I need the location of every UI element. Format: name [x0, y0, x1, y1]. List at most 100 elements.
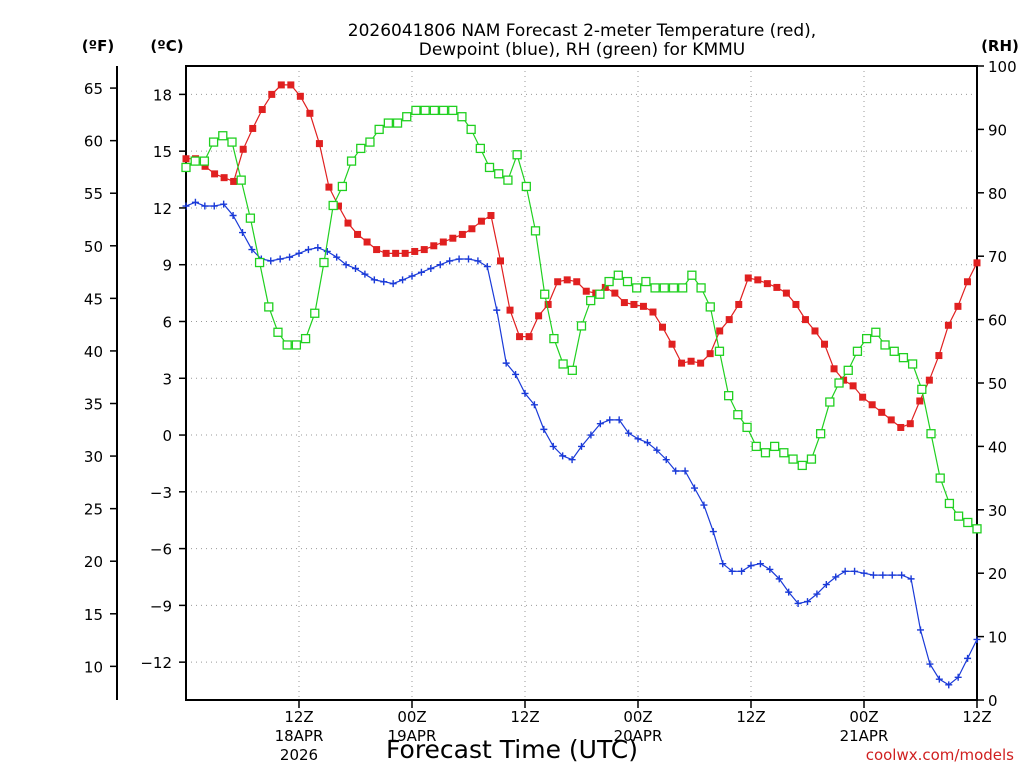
- 2-meter-temperature-point: [239, 145, 247, 153]
- dewpoint-point: [370, 276, 378, 284]
- 2-meter-temperature-point: [525, 333, 533, 341]
- 2-meter-temperature-point: [944, 321, 952, 329]
- dewpoint-point: [201, 202, 209, 210]
- rh-point: [273, 327, 283, 337]
- 2-meter-temperature-point: [563, 276, 571, 284]
- rh-point: [218, 131, 228, 141]
- dewpoint-point: [220, 200, 228, 208]
- dewpoint-point: [417, 268, 425, 276]
- dewpoint-point: [662, 456, 670, 464]
- dewpoint-point: [352, 265, 359, 273]
- dewpoint-point: [267, 257, 275, 265]
- 2-meter-temperature-point: [382, 249, 390, 257]
- 2-meter-temperature-point: [354, 230, 362, 238]
- rh-tick-label: 0: [988, 692, 998, 710]
- 2-meter-temperature-point: [792, 300, 800, 308]
- 2-meter-temperature-point: [535, 312, 543, 320]
- rh-point: [944, 498, 955, 509]
- 2-meter-temperature-point: [782, 289, 790, 297]
- rh-point: [558, 359, 568, 369]
- rh-line: [185, 109, 978, 530]
- 2-meter-temperature-point: [449, 234, 457, 242]
- 2-meter-temperature-point: [211, 170, 219, 178]
- dewpoint-point: [191, 198, 199, 206]
- dewpoint-point: [578, 442, 585, 450]
- rh-point: [760, 448, 771, 458]
- dewpoint-point: [304, 246, 312, 254]
- 2-meter-temperature-point: [544, 300, 552, 308]
- dewpoint-point: [945, 681, 953, 689]
- fahrenheit-tick-label: 45: [84, 290, 103, 308]
- rh-point: [540, 289, 550, 299]
- rh-point: [889, 346, 899, 356]
- dewpoint-point: [361, 270, 369, 278]
- dewpoint-point: [389, 280, 397, 288]
- 2-meter-temperature-point: [401, 249, 409, 257]
- dewpoint-point: [851, 567, 859, 575]
- dewpoint-point: [615, 416, 623, 424]
- dewpoint-point: [446, 257, 454, 265]
- dewpoint-point: [549, 442, 557, 450]
- celsius-tick-label: −6: [150, 541, 172, 559]
- rh-point: [567, 365, 577, 375]
- 2-meter-temperature-point: [744, 274, 752, 282]
- rh-point: [365, 137, 375, 147]
- dewpoint-point: [342, 261, 350, 269]
- 2-meter-temperature-point: [897, 423, 905, 431]
- chart-title-line2: Dewpoint (blue), RH (green) for KMMU: [419, 40, 746, 60]
- 2-meter-temperature-point: [411, 247, 419, 255]
- dewpoint-point: [766, 565, 774, 573]
- dewpoint-point: [822, 581, 830, 589]
- 2-meter-temperature-point: [506, 306, 514, 314]
- rh-point: [871, 327, 881, 337]
- 2-meter-temperature-point: [249, 124, 257, 132]
- rh-point: [714, 346, 725, 356]
- 2-meter-temperature-point: [258, 106, 266, 114]
- rh-point: [411, 105, 421, 116]
- grid-lines: [186, 66, 978, 700]
- 2-meter-temperature-point: [659, 323, 667, 331]
- dewpoint-point: [935, 675, 943, 683]
- dewpoint-point: [239, 229, 246, 237]
- 2-meter-temperature-point: [754, 276, 762, 284]
- rh-tick-label: 60: [988, 312, 1007, 330]
- dewpoint-point: [625, 429, 633, 437]
- rh-point: [668, 283, 679, 293]
- 2-meter-temperature-point: [468, 225, 476, 233]
- dewpoint-point: [399, 276, 407, 284]
- rh-point: [457, 112, 467, 122]
- rh-point: [935, 473, 945, 483]
- 2-meter-temperature-point: [725, 316, 733, 324]
- rh-point: [392, 118, 403, 128]
- fahrenheit-tick-label: 30: [84, 448, 103, 466]
- fahrenheit-tick-label: 25: [84, 501, 103, 519]
- dewpoint-point: [474, 257, 482, 265]
- rh-unit-label: (RH): [981, 37, 1019, 55]
- 2-meter-temperature-point: [554, 278, 562, 286]
- fahrenheit-tick-label: 50: [84, 238, 103, 256]
- celsius-tick-label: −9: [150, 597, 172, 615]
- 2-meter-temperature-point: [458, 230, 466, 238]
- 2-meter-temperature-point: [182, 155, 190, 163]
- rh-point: [310, 308, 320, 318]
- dewpoint-point: [756, 560, 764, 568]
- rh-tick-label: 40: [988, 438, 1007, 456]
- 2-meter-temperature-point: [363, 238, 371, 246]
- rh-tick-label: 20: [988, 565, 1007, 583]
- 2-meter-temperature-point: [496, 257, 504, 265]
- 2-meter-temperature-point: [649, 308, 657, 316]
- 2-meter-temperature-point: [716, 327, 724, 335]
- 2-meter-temperature-point: [392, 249, 400, 257]
- dewpoint-point: [493, 306, 501, 314]
- dewpoint-point: [587, 431, 595, 439]
- dewpoint-point: [248, 246, 256, 254]
- 2-meter-temperature-point: [687, 357, 695, 365]
- rh-point: [659, 283, 669, 293]
- dewpoint-point: [530, 401, 538, 409]
- dewpoint-point: [917, 626, 924, 634]
- rh-point: [650, 283, 660, 293]
- rh-point: [199, 156, 210, 166]
- rh-point: [245, 213, 256, 223]
- dewpoint-point: [738, 567, 746, 575]
- dewpoint-point: [559, 452, 567, 460]
